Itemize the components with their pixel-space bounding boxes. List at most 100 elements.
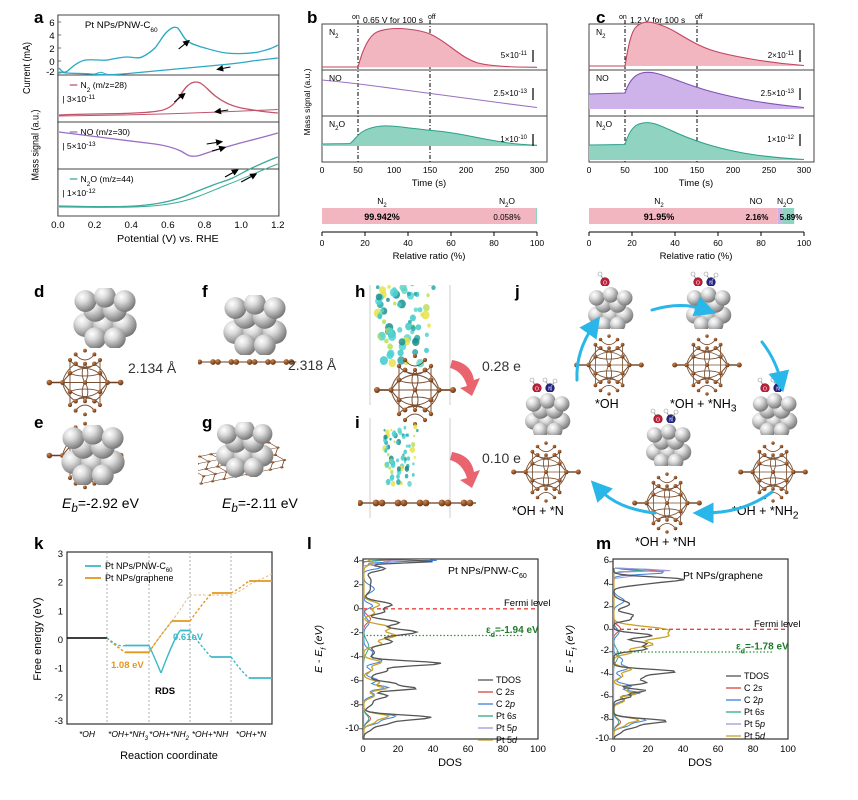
svg-text:*OH: *OH xyxy=(79,729,96,739)
svg-text:50: 50 xyxy=(620,165,630,175)
svg-text:NO: NO xyxy=(329,73,342,83)
svg-text:60: 60 xyxy=(446,238,456,248)
svg-text:C 2p: C 2p xyxy=(744,695,763,705)
svg-text:N2 (m/z=28): N2 (m/z=28) xyxy=(81,80,128,93)
svg-text:RDS: RDS xyxy=(155,686,175,697)
svg-text:off: off xyxy=(695,14,703,21)
svg-text:4: 4 xyxy=(604,578,609,589)
svg-text:0.058%: 0.058% xyxy=(493,213,520,222)
svg-text:C 2s: C 2s xyxy=(744,683,763,693)
svg-text:0.6: 0.6 xyxy=(161,220,174,230)
svg-text:-2: -2 xyxy=(55,692,63,703)
svg-text:C 2s: C 2s xyxy=(496,687,515,697)
svg-text:-2: -2 xyxy=(351,627,359,638)
svg-text:0: 0 xyxy=(320,165,325,175)
svg-text:0.65 V for 100 s: 0.65 V for 100 s xyxy=(363,15,423,25)
svg-text:0: 0 xyxy=(320,238,325,248)
svg-text:1: 1 xyxy=(58,606,63,617)
svg-text:Time (s): Time (s) xyxy=(412,178,446,189)
svg-text:NO: NO xyxy=(750,196,763,206)
svg-text:Pt NPs/PNW-C60: Pt NPs/PNW-C60 xyxy=(448,565,527,580)
svg-text:-10: -10 xyxy=(345,723,359,734)
svg-text:6: 6 xyxy=(49,18,54,28)
svg-text:3: 3 xyxy=(58,549,63,560)
svg-text:0.4: 0.4 xyxy=(124,220,137,230)
svg-text:40: 40 xyxy=(670,238,680,248)
svg-text:60: 60 xyxy=(713,744,724,755)
svg-text:*OH+*N: *OH+*N xyxy=(236,729,267,739)
svg-text:-8: -8 xyxy=(351,699,359,710)
svg-text:*OH+*NH3: *OH+*NH3 xyxy=(108,729,149,742)
svg-text:-6: -6 xyxy=(351,675,359,686)
svg-text:5×10-11: 5×10-11 xyxy=(501,51,528,60)
svg-text:-4: -4 xyxy=(601,668,609,679)
svg-text:Relative ratio (%): Relative ratio (%) xyxy=(393,251,466,262)
svg-text:150: 150 xyxy=(423,165,437,175)
svg-text:20: 20 xyxy=(393,744,404,755)
svg-text:0: 0 xyxy=(604,623,609,634)
svg-text:1×10-12: 1×10-12 xyxy=(767,135,794,144)
svg-text:Pt NPs/graphene: Pt NPs/graphene xyxy=(683,570,763,582)
svg-text:Fermi level: Fermi level xyxy=(504,598,550,609)
svg-text:Time (s): Time (s) xyxy=(679,178,713,189)
svg-text:4: 4 xyxy=(354,555,359,566)
svg-text:TDOS: TDOS xyxy=(744,671,769,681)
svg-text:99.942%: 99.942% xyxy=(364,212,400,222)
svg-text:2: 2 xyxy=(354,579,359,590)
svg-text:0: 0 xyxy=(49,57,54,67)
svg-text:300: 300 xyxy=(797,165,811,175)
svg-text:E - Ef (eV): E - Ef (eV) xyxy=(313,625,328,673)
svg-text:-2: -2 xyxy=(46,67,55,77)
svg-text:20: 20 xyxy=(643,744,654,755)
svg-text:N2O: N2O xyxy=(596,119,612,132)
svg-text:-6: -6 xyxy=(601,690,609,701)
svg-text:5.89%: 5.89% xyxy=(780,213,803,222)
svg-text:Pt NPs/PNW-C60: Pt NPs/PNW-C60 xyxy=(85,20,158,33)
svg-text:Pt 5d: Pt 5d xyxy=(744,731,766,741)
svg-text:| 1×10-12: | 1×10-12 xyxy=(62,188,96,198)
svg-text:N2: N2 xyxy=(596,27,606,40)
svg-text:E - Ef (eV): E - Ef (eV) xyxy=(564,625,579,673)
svg-text:on: on xyxy=(619,14,627,21)
svg-text:N2: N2 xyxy=(654,196,664,209)
svg-text:4: 4 xyxy=(49,31,54,41)
svg-text:2: 2 xyxy=(49,44,54,54)
svg-text:2: 2 xyxy=(58,578,63,589)
svg-text:Current (mA): Current (mA) xyxy=(22,42,32,94)
svg-text:Pt 6s: Pt 6s xyxy=(744,707,765,717)
svg-text:20: 20 xyxy=(360,238,370,248)
svg-text:*OH+*NH2: *OH+*NH2 xyxy=(149,729,190,742)
svg-text:150: 150 xyxy=(690,165,704,175)
svg-text:Pt 5p: Pt 5p xyxy=(744,719,765,729)
svg-text:250: 250 xyxy=(495,165,509,175)
svg-text:40: 40 xyxy=(678,744,689,755)
svg-text:Pt NPs/graphene: Pt NPs/graphene xyxy=(105,573,174,583)
svg-text:80: 80 xyxy=(748,744,759,755)
svg-text:off: off xyxy=(428,14,436,21)
svg-text:100: 100 xyxy=(780,744,796,755)
svg-text:N2: N2 xyxy=(377,196,387,209)
svg-text:80: 80 xyxy=(756,238,766,248)
svg-text:6: 6 xyxy=(604,555,609,566)
svg-text:Potential (V) vs. RHE: Potential (V) vs. RHE xyxy=(117,234,219,245)
svg-text:0: 0 xyxy=(587,238,592,248)
svg-text:50: 50 xyxy=(353,165,363,175)
svg-text:250: 250 xyxy=(762,165,776,175)
svg-text:on: on xyxy=(352,14,360,21)
svg-text:C 2p: C 2p xyxy=(496,699,515,709)
svg-text:Reaction coordinate: Reaction coordinate xyxy=(120,750,218,762)
svg-text:Free energy (eV): Free energy (eV) xyxy=(32,597,44,680)
svg-text:1.0: 1.0 xyxy=(234,220,247,230)
svg-text:100: 100 xyxy=(387,165,401,175)
svg-text:-2: -2 xyxy=(601,645,609,656)
svg-text:200: 200 xyxy=(726,165,740,175)
svg-text:60: 60 xyxy=(713,238,723,248)
svg-text:40: 40 xyxy=(428,744,439,755)
svg-text:N2: N2 xyxy=(329,27,339,40)
svg-text:0: 0 xyxy=(360,744,365,755)
svg-text:40: 40 xyxy=(403,238,413,248)
svg-text:0: 0 xyxy=(354,603,359,614)
svg-text:-10: -10 xyxy=(595,733,609,744)
svg-text:1.08 eV: 1.08 eV xyxy=(111,660,144,671)
svg-text:εd=-1.78 eV: εd=-1.78 eV xyxy=(736,642,789,656)
